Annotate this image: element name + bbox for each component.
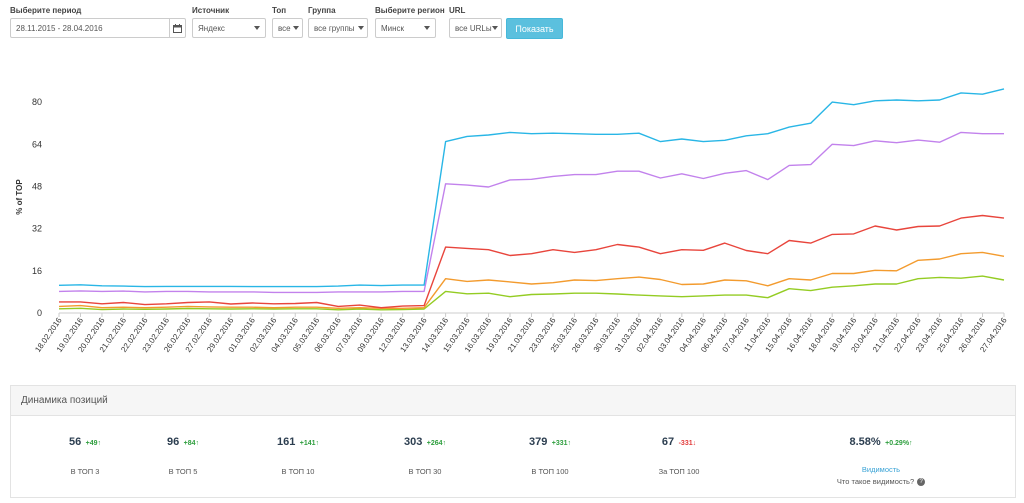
group-label: Группа: [308, 6, 336, 15]
stat-value: 56: [68, 436, 82, 448]
url-label: URL: [449, 6, 466, 15]
period-input[interactable]: 28.11.2015 - 28.04.2016: [10, 18, 186, 38]
series-line: [59, 214, 1005, 309]
url-value: все URLы: [455, 23, 492, 33]
chevron-down-icon: [424, 26, 430, 30]
y-tick-label: 16: [32, 266, 42, 276]
visibility-value: 8.58%: [849, 436, 881, 448]
region-label: Выберите регион: [375, 6, 445, 15]
stat-value: 67: [661, 436, 675, 448]
arrow-up-icon: ↑: [97, 440, 102, 447]
show-button[interactable]: Показать: [506, 18, 563, 39]
stat-value: 96: [166, 436, 180, 448]
top-select[interactable]: все: [272, 18, 303, 38]
positions-line-chart: % of TOP0163248648018.02.201619.02.20162…: [15, 88, 1009, 354]
stat-6: 67 -331↓ За ТОП 100: [624, 432, 734, 476]
url-select[interactable]: все URLы: [449, 18, 502, 38]
stat-label: В ТОП 100: [531, 467, 569, 476]
stat-value: 303: [403, 436, 423, 448]
chevron-down-icon: [293, 26, 299, 30]
visibility-delta-text: +0.29%: [885, 440, 910, 447]
region-value: Минск: [381, 23, 405, 33]
source-label: Источник: [192, 6, 230, 15]
top-value: все: [278, 23, 291, 33]
stat-delta: -331: [678, 440, 693, 447]
chevron-down-icon: [358, 26, 364, 30]
stat-label: В ТОП 5: [168, 467, 198, 476]
series-line: [58, 88, 1005, 288]
visibility-delta: +0.29%↑: [885, 440, 912, 447]
stat-label: В ТОП 30: [408, 467, 442, 476]
group-value: все группы: [314, 23, 355, 33]
stat-delta: +264: [426, 440, 443, 447]
y-tick-label: 80: [32, 97, 42, 107]
stat-value: 161: [276, 436, 296, 448]
stat-5: 379 +331↑ В ТОП 100: [495, 432, 605, 476]
help-icon[interactable]: ?: [917, 478, 926, 487]
stat-label: В ТОП 10: [281, 467, 315, 476]
y-tick-label: 32: [32, 224, 42, 234]
arrow-up-icon: ↑: [567, 440, 572, 447]
stat-delta: +331: [551, 440, 568, 447]
arrow-up-icon: ↑: [315, 440, 320, 447]
calendar-icon[interactable]: [169, 19, 185, 37]
y-tick-label: 0: [37, 308, 42, 318]
source-value: Яндекс: [198, 23, 225, 33]
visibility-question[interactable]: Что такое видимость??: [806, 477, 956, 487]
y-tick-label: 64: [32, 139, 42, 149]
dynamics-panel: Динамика позиций 56 +49↑ В ТОП 3 96 +84↑ В …: [10, 385, 1016, 498]
series-line: [58, 251, 1005, 309]
visibility-question-text: Что такое видимость?: [836, 477, 915, 486]
stat-3: 161 +141↑ В ТОП 10: [243, 432, 353, 476]
arrow-up-icon: ↑: [909, 440, 913, 447]
visibility-stat: 8.58% +0.29%↑ Видимость Что такое видимо…: [806, 432, 956, 487]
region-select[interactable]: Минск: [375, 18, 436, 38]
chevron-down-icon: [492, 26, 498, 30]
filter-bar: Выберите период 28.11.2015 - 28.04.2016 …: [0, 0, 1024, 50]
visibility-link[interactable]: Видимость: [861, 465, 901, 474]
stat-delta: +84: [183, 440, 196, 447]
y-axis-label: % of TOP: [15, 179, 24, 215]
series-line: [58, 275, 1005, 311]
group-select[interactable]: все группы: [308, 18, 368, 38]
arrow-up-icon: ↑: [195, 440, 200, 447]
stat-4: 303 +264↑ В ТОП 30: [370, 432, 480, 476]
arrow-up-icon: ↑: [442, 440, 447, 447]
stat-delta: +49: [85, 440, 98, 447]
stat-label: В ТОП 3: [70, 467, 100, 476]
stat-label: За ТОП 100: [658, 467, 700, 476]
chevron-down-icon: [254, 26, 260, 30]
period-label: Выберите период: [10, 6, 82, 15]
y-tick-label: 48: [32, 181, 42, 191]
stat-delta: +141: [299, 440, 316, 447]
arrow-down-icon: ↓: [692, 440, 697, 447]
stat-1: 56 +49↑ В ТОП 3: [30, 432, 140, 476]
source-select[interactable]: Яндекс: [192, 18, 266, 38]
series-line: [58, 131, 1004, 294]
dynamics-title: Динамика позиций: [11, 386, 1015, 416]
top-label: Топ: [272, 6, 287, 15]
stat-value: 379: [528, 436, 548, 448]
period-value: 28.11.2015 - 28.04.2016: [16, 23, 103, 33]
stat-2: 96 +84↑ В ТОП 5: [128, 432, 238, 476]
